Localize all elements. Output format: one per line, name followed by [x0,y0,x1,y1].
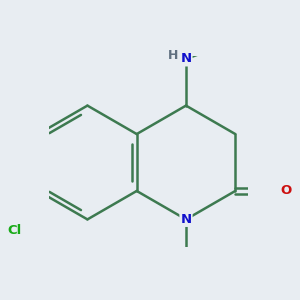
Text: H: H [168,49,179,62]
Text: N: N [180,213,192,226]
Text: N: N [180,52,192,65]
Text: O: O [281,184,292,197]
Text: Cl: Cl [7,224,21,237]
